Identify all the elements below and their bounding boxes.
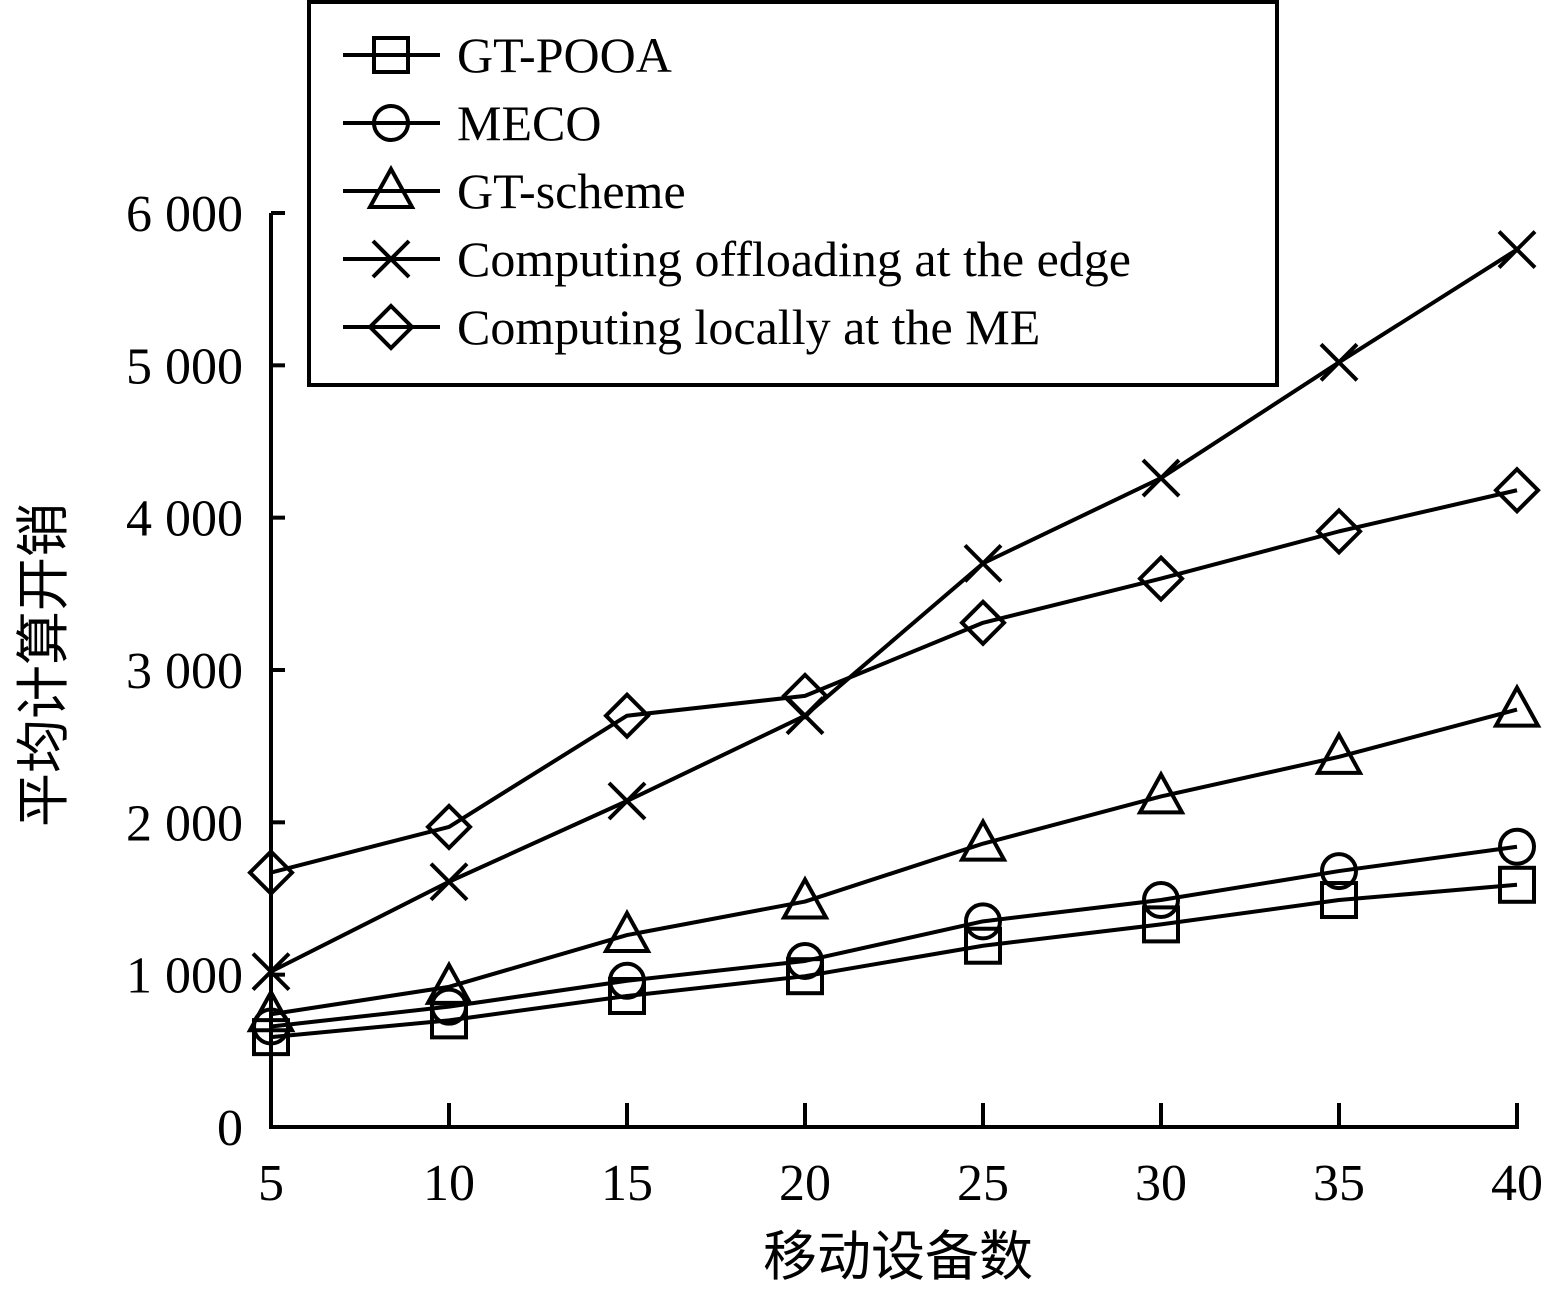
legend-item: GT-scheme: [343, 163, 686, 219]
data-point-diamond: [1137, 554, 1185, 603]
legend-marker-square: [372, 36, 410, 74]
data-point-triangle: [958, 817, 1008, 862]
data-point-triangle: [780, 875, 830, 920]
x-tick-label: 30: [1135, 1155, 1187, 1212]
data-point-x: [963, 543, 1003, 583]
legend-label: GT-POOA: [457, 27, 672, 83]
data-point-square: [1320, 881, 1358, 920]
data-point-triangle: [602, 908, 652, 954]
legend-marker-triangle: [366, 164, 416, 209]
data-point-x: [1141, 458, 1181, 498]
series-line: [270, 882, 1518, 1040]
x-tick-label: 25: [957, 1155, 1009, 1212]
legend-item: MECO: [343, 95, 601, 151]
data-point-triangle: [424, 960, 474, 1005]
data-point-x: [1319, 342, 1359, 382]
legend-label: MECO: [457, 95, 601, 151]
data-point-circle: [1498, 827, 1536, 866]
x-tick-label: 10: [423, 1155, 475, 1212]
legend-item: Computing offloading at the edge: [343, 231, 1131, 287]
data-point-circle: [430, 987, 468, 1026]
data-point-triangle: [1492, 683, 1542, 728]
data-point-triangle: [1136, 770, 1186, 815]
legend-label: Computing offloading at the edge: [457, 231, 1131, 287]
x-tick-label: 15: [601, 1155, 653, 1212]
y-tick-label: 4 000: [126, 491, 243, 548]
series-line: [270, 247, 1519, 974]
y-axis-title: 平均计算开销: [14, 503, 74, 827]
data-point-diamond: [425, 803, 473, 851]
x-tick-label: 20: [779, 1155, 831, 1212]
data-point-x: [607, 781, 647, 821]
data-point-square: [252, 1018, 290, 1057]
data-point-square: [1498, 865, 1536, 904]
legend-item: Computing locally at the ME: [343, 299, 1040, 355]
series-layer: [246, 230, 1542, 1057]
legend-box: [307, 0, 1279, 387]
data-point-x: [1497, 230, 1537, 269]
x-tick-label: 40: [1491, 1155, 1543, 1212]
data-point-diamond: [959, 598, 1007, 647]
data-point-diamond: [1315, 507, 1363, 556]
legend-marker-diamond: [367, 303, 415, 351]
data-point-diamond: [603, 691, 651, 740]
data-point-x: [251, 952, 291, 992]
data-point-diamond: [247, 848, 295, 897]
y-tick-label: 2 000: [126, 795, 243, 852]
data-point-triangle: [246, 988, 296, 1033]
x-axis-title: 移动设备数: [763, 1227, 1033, 1287]
series-circle: [252, 827, 1536, 1046]
data-point-circle: [1142, 881, 1180, 920]
data-point-circle: [786, 941, 824, 980]
y-tick-label: 6 000: [126, 186, 243, 243]
x-tick-label: 5: [258, 1155, 284, 1212]
y-tick-label: 1 000: [126, 948, 243, 1005]
data-point-circle: [964, 902, 1002, 941]
y-tick-label: 5 000: [126, 338, 243, 395]
legend-marker-x: [371, 239, 411, 279]
series-line: [270, 707, 1518, 1017]
y-tick-label: 0: [217, 1100, 243, 1157]
series-line: [270, 488, 1518, 875]
legend-marker-circle: [372, 104, 410, 142]
data-point-circle: [608, 961, 646, 1000]
x-tick-label: 35: [1313, 1155, 1365, 1212]
data-point-circle: [1320, 852, 1358, 891]
data-point-square: [1142, 905, 1180, 944]
legend-label: Computing locally at the ME: [457, 299, 1040, 355]
legend-item: GT-POOA: [343, 27, 672, 83]
series-square: [252, 865, 1536, 1057]
data-point-diamond: [1493, 466, 1541, 515]
data-point-diamond: [781, 672, 829, 720]
series-diamond: [247, 466, 1541, 897]
axes: 0 1 000 2 000 3 000 4 000 5 000 6 000 5 10 15 20 25…: [126, 186, 1543, 1212]
series-triangle: [246, 683, 1542, 1033]
data-point-triangle: [1314, 730, 1364, 775]
data-point-square: [964, 926, 1002, 965]
legend: GT-POOA MECO GT-scheme Computing offloading…: [307, 0, 1279, 387]
legend-label: GT-scheme: [457, 163, 686, 219]
y-tick-label: 3 000: [126, 643, 243, 700]
data-point-x: [429, 862, 469, 902]
series-line: [270, 844, 1518, 1029]
